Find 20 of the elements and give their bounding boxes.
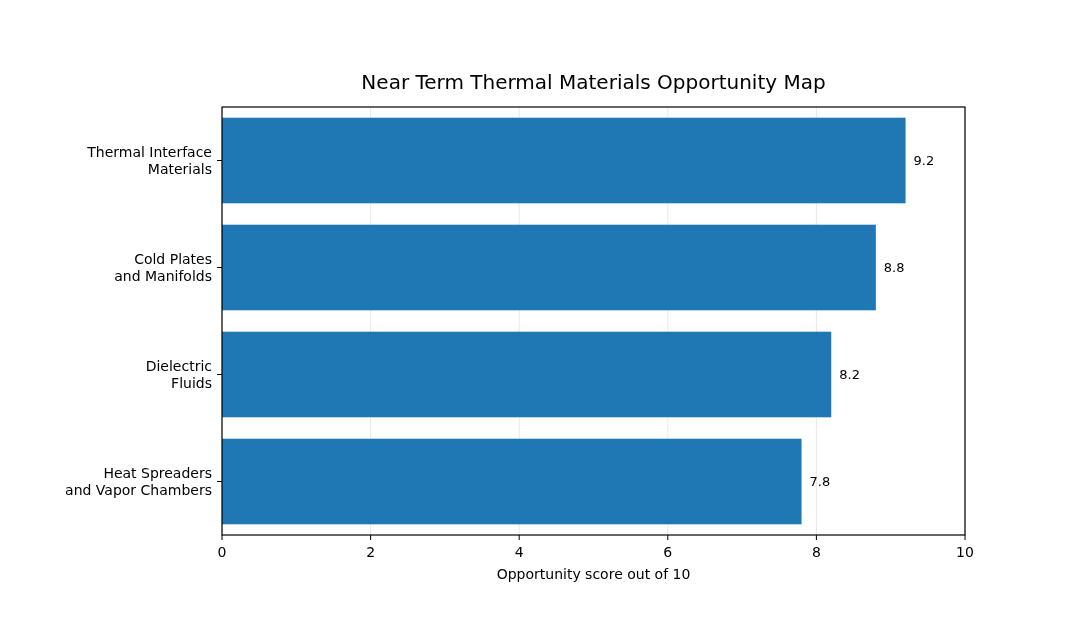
data-label: 8.8 [883, 260, 905, 276]
x-tick-label: 4 [514, 544, 524, 560]
y-tick-label: Heat Spreaders and Vapor Chambers [65, 465, 212, 498]
x-tick-label: 2 [366, 544, 376, 560]
x-axis-title: Opportunity score out of 10 [496, 566, 691, 582]
x-tick-label: 0 [217, 544, 227, 560]
x-tick-label: 10 [956, 544, 974, 560]
data-label: 9.2 [913, 153, 935, 169]
data-label: 7.8 [809, 474, 831, 490]
bar [222, 438, 802, 525]
x-tick-label: 8 [811, 544, 821, 560]
y-tick-label: Thermal Interface Materials [86, 144, 212, 177]
bar [222, 224, 876, 311]
bar [222, 331, 832, 418]
y-tick-label: Cold Plates and Manifolds [114, 251, 212, 284]
x-tick-label: 6 [663, 544, 673, 560]
bar [222, 117, 906, 204]
data-label: 8.2 [839, 367, 860, 383]
y-tick-label: Dielectric Fluids [145, 358, 212, 391]
chart-title: Near Term Thermal Materials Opportunity Map [361, 70, 826, 94]
